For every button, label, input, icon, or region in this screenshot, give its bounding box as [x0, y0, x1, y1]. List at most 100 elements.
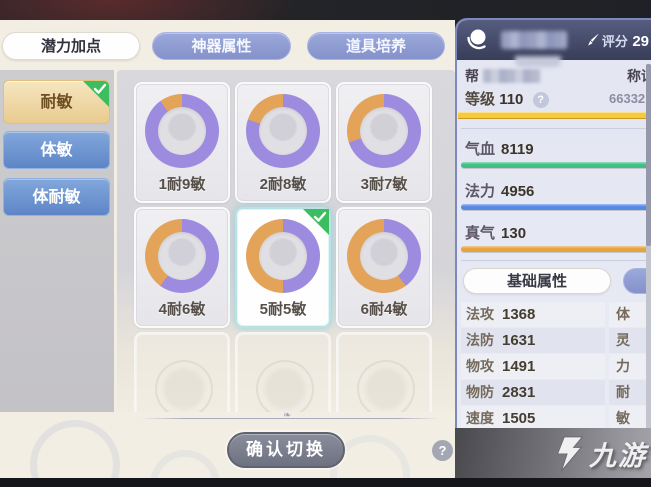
exp-bar [458, 112, 651, 119]
preset-slot-empty[interactable] [235, 332, 331, 412]
confirm-switch-button[interactable]: 确认切换 [227, 432, 345, 468]
character-name-blurred [515, 56, 561, 67]
title-label: 称谓 [627, 68, 651, 84]
attribute-cell: 法防 1631 [461, 328, 605, 353]
attribute-label: 法攻 [466, 306, 494, 322]
allocation-type-sidebar: 耐敏 体敏 体耐敏 [0, 70, 114, 412]
divider [140, 418, 440, 419]
preset-card[interactable]: 6耐4敏 [336, 207, 432, 328]
resource-bar [461, 246, 651, 252]
level-value: 110 [499, 91, 524, 108]
attribute-row: 速度 1505 敏 [457, 406, 651, 431]
attribute-cell-clipped: 力 [609, 354, 651, 379]
resource-bar [461, 162, 651, 168]
attribute-row: 物攻 1491 力 [457, 354, 651, 379]
help-icon[interactable]: ? [432, 440, 453, 461]
score-group: 评分 29 [584, 31, 649, 51]
preset-card[interactable]: 5耐5敏 [235, 207, 331, 328]
divider [461, 128, 651, 129]
tab-basic-attributes[interactable]: 基础属性 [463, 268, 611, 294]
resource-value: 4956 [501, 183, 535, 200]
resource-row: 气血 8119 [465, 138, 651, 159]
attribute-value: 2831 [502, 384, 536, 401]
attribute-label: 力 [616, 358, 630, 374]
preset-card[interactable]: 4耐6敏 [134, 207, 230, 328]
top-tab-bar: 潜力加点 神器属性 道具培养 [0, 32, 455, 60]
allocation-donut-chart [246, 219, 320, 293]
guild-label: 帮 [465, 68, 479, 84]
letterbox-bar [0, 478, 651, 487]
attribute-tab-bar: 基础属性 [457, 268, 651, 296]
preset-label: 3耐7敏 [360, 176, 408, 193]
attribute-value: 1631 [502, 332, 536, 349]
resource-label: 气血 [465, 141, 496, 158]
attribute-label: 灵 [616, 332, 630, 348]
sidebar-item-1[interactable]: 耐敏 [3, 80, 110, 124]
top-tab[interactable]: 潜力加点 [2, 32, 140, 60]
allocation-donut-chart [145, 219, 219, 293]
attribute-label: 物攻 [466, 358, 494, 374]
allocation-donut-chart [347, 94, 421, 168]
preset-card[interactable]: 2耐8敏 [235, 82, 331, 203]
preset-grid-panel: 1耐9敏 2耐8敏 3耐7敏 4耐6敏 5耐5敏 6耐4敏 [117, 70, 455, 412]
resource-label: 法力 [465, 183, 496, 200]
preset-slot-empty[interactable] [134, 332, 230, 412]
preset-label: 2耐8敏 [259, 176, 307, 193]
attribute-value: 1491 [502, 358, 536, 375]
preset-slot-empty[interactable] [336, 332, 432, 412]
attribute-label: 物防 [466, 384, 494, 400]
score-label: 评分 [601, 34, 628, 49]
wave-decoration [150, 450, 220, 478]
attribute-value: 1505 [502, 410, 536, 427]
level-row: 等级 110 ? [465, 88, 549, 109]
attribute-row: 法攻 1368 体 [457, 302, 651, 327]
resource-label: 真气 [465, 225, 496, 242]
attribute-cell: 物防 2831 [461, 380, 605, 405]
watermark-band: 九游 [455, 428, 651, 478]
resource-value: 8119 [501, 141, 534, 158]
top-tab[interactable]: 道具培养 [307, 32, 445, 60]
attribute-cell-clipped: 灵 [609, 328, 651, 353]
sidebar-item-3[interactable]: 体耐敏 [3, 178, 110, 216]
character-name-blurred [501, 31, 567, 49]
top-tab[interactable]: 神器属性 [152, 32, 291, 60]
resource-bar-fill [461, 162, 651, 168]
character-header: 评分 29 [457, 20, 651, 60]
attribute-label: 耐 [616, 384, 630, 400]
resource-row: 法力 4956 [465, 180, 651, 201]
attribute-cell: 速度 1505 [461, 406, 605, 431]
attribute-cell-clipped: 耐 [609, 380, 651, 405]
attribute-label: 速度 [466, 410, 494, 426]
attribute-label: 体 [616, 306, 630, 322]
preset-grid: 1耐9敏 2耐8敏 3耐7敏 4耐6敏 5耐5敏 6耐4敏 [134, 82, 432, 412]
allocation-donut-chart [145, 94, 219, 168]
scrollbar[interactable] [646, 64, 651, 468]
9game-logo-icon [556, 435, 584, 471]
level-label: 等级 [465, 91, 496, 108]
watermark-text: 九游 [589, 441, 647, 471]
attribute-cell-clipped: 体 [609, 302, 651, 327]
level-help-icon[interactable]: ? [532, 92, 549, 108]
score-value: 29 [632, 33, 649, 50]
attribute-label: 法防 [466, 332, 494, 348]
preset-label: 6耐4敏 [360, 301, 408, 318]
resource-bar-fill [461, 246, 651, 252]
scrollbar-thumb[interactable] [646, 64, 651, 246]
moon-avatar-icon [464, 26, 492, 59]
attribute-cell: 法攻 1368 [461, 302, 605, 327]
selected-check-badge [83, 81, 109, 107]
resource-bar-fill [461, 204, 651, 210]
resource-value: 130 [501, 225, 527, 242]
allocation-donut-chart [347, 219, 421, 293]
character-panel: 评分 29 帮 称谓 等级 110 ? 66332 气血 8119 法力 4956 真气… [455, 18, 651, 478]
resource-bar [461, 204, 651, 210]
guild-row: 帮 [465, 66, 541, 86]
attribute-row: 物防 2831 耐 [457, 380, 651, 405]
sidebar-item-2[interactable]: 体敏 [3, 131, 110, 169]
wave-decoration [30, 420, 120, 478]
allocation-donut-chart [246, 94, 320, 168]
preset-card[interactable]: 1耐9敏 [134, 82, 230, 203]
preset-label: 1耐9敏 [158, 176, 206, 193]
brush-icon [587, 33, 599, 46]
preset-card[interactable]: 3耐7敏 [336, 82, 432, 203]
